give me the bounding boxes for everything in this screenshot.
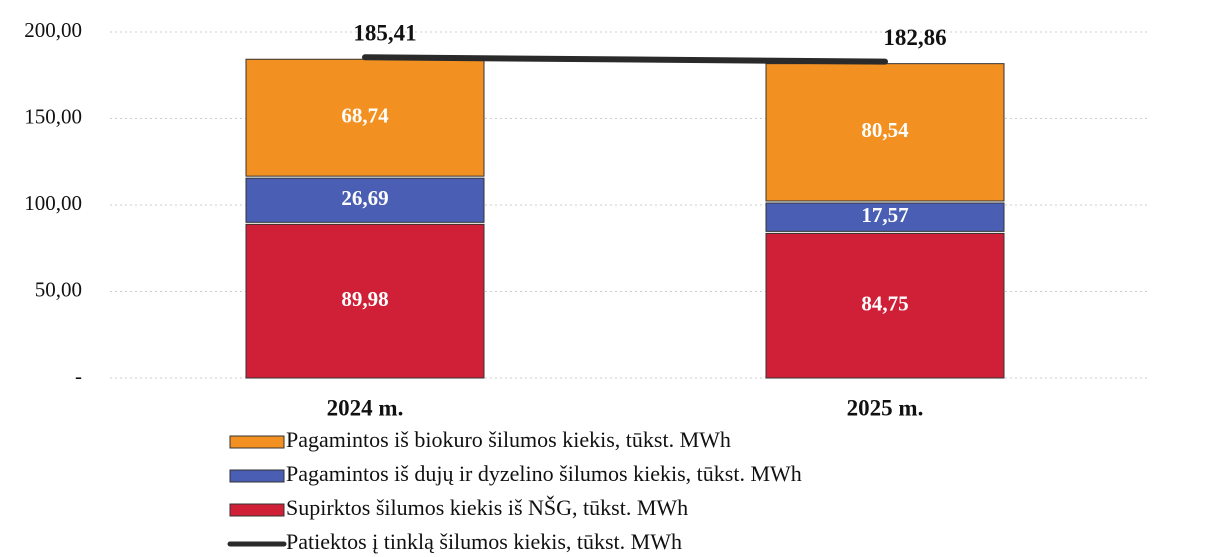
data-label: 84,75 <box>861 292 908 316</box>
legend-swatch <box>229 435 285 449</box>
bar-segment <box>245 223 485 379</box>
data-label: 89,98 <box>341 287 388 311</box>
legend-swatch <box>229 503 285 517</box>
legend-swatch <box>229 469 285 483</box>
bar-segment <box>245 177 485 223</box>
y-tick-label: - <box>75 364 82 388</box>
x-tick-label: 2025 m. <box>847 395 924 420</box>
legend-label: Pagamintos iš biokuro šilumos kiekis, tū… <box>286 427 731 452</box>
y-tick-label: 50,00 <box>35 277 82 301</box>
data-label: 17,57 <box>861 203 908 227</box>
legend-label: Supirktos šilumos kiekis iš NŠG, tūkst. … <box>286 495 688 520</box>
legend-label: Patiektos į tinklą šilumos kiekis, tūkst… <box>286 529 682 554</box>
data-label: 26,69 <box>341 186 388 210</box>
x-tick-label: 2024 m. <box>327 395 404 420</box>
data-label: 80,54 <box>861 118 909 142</box>
data-label: 68,74 <box>341 104 389 128</box>
bar-segment <box>765 202 1005 232</box>
y-tick-label: 150,00 <box>24 104 82 128</box>
bar-segment <box>245 58 485 177</box>
line-label: 185,41 <box>353 21 416 46</box>
y-tick-label: 200,00 <box>24 18 82 42</box>
y-tick-label: 100,00 <box>24 191 82 215</box>
line-label: 182,86 <box>883 25 946 50</box>
line-series <box>362 54 888 65</box>
bar-segment <box>765 232 1005 379</box>
legend-label: Pagamintos iš dujų ir dyzelino šilumos k… <box>286 461 802 486</box>
